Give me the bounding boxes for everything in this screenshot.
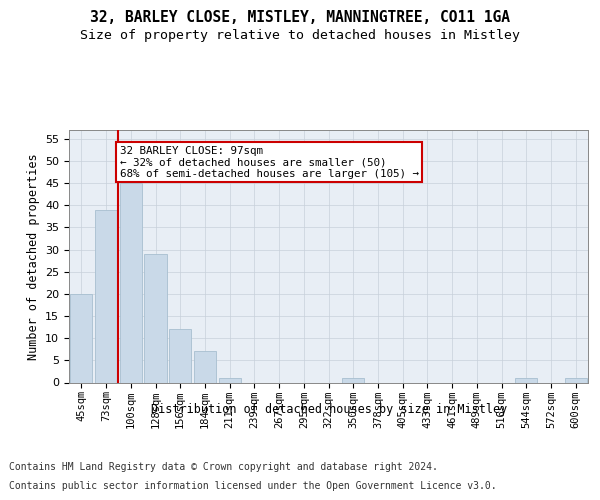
Text: Distribution of detached houses by size in Mistley: Distribution of detached houses by size … [151,402,507,415]
Bar [95,210,117,382]
Text: Contains public sector information licensed under the Open Government Licence v3: Contains public sector information licen… [9,481,497,491]
Text: 32, BARLEY CLOSE, MISTLEY, MANNINGTREE, CO11 1GA: 32, BARLEY CLOSE, MISTLEY, MANNINGTREE, … [90,10,510,25]
Bar [119,183,142,382]
Bar [515,378,538,382]
Bar [218,378,241,382]
Y-axis label: Number of detached properties: Number of detached properties [26,153,40,360]
Text: 32 BARLEY CLOSE: 97sqm
← 32% of detached houses are smaller (50)
68% of semi-det: 32 BARLEY CLOSE: 97sqm ← 32% of detached… [119,146,419,178]
Bar [194,352,216,382]
Text: Contains HM Land Registry data © Crown copyright and database right 2024.: Contains HM Land Registry data © Crown c… [9,462,438,472]
Bar [565,378,587,382]
Bar [145,254,167,382]
Bar [70,294,92,382]
Bar [342,378,364,382]
Bar [169,330,191,382]
Text: Size of property relative to detached houses in Mistley: Size of property relative to detached ho… [80,28,520,42]
